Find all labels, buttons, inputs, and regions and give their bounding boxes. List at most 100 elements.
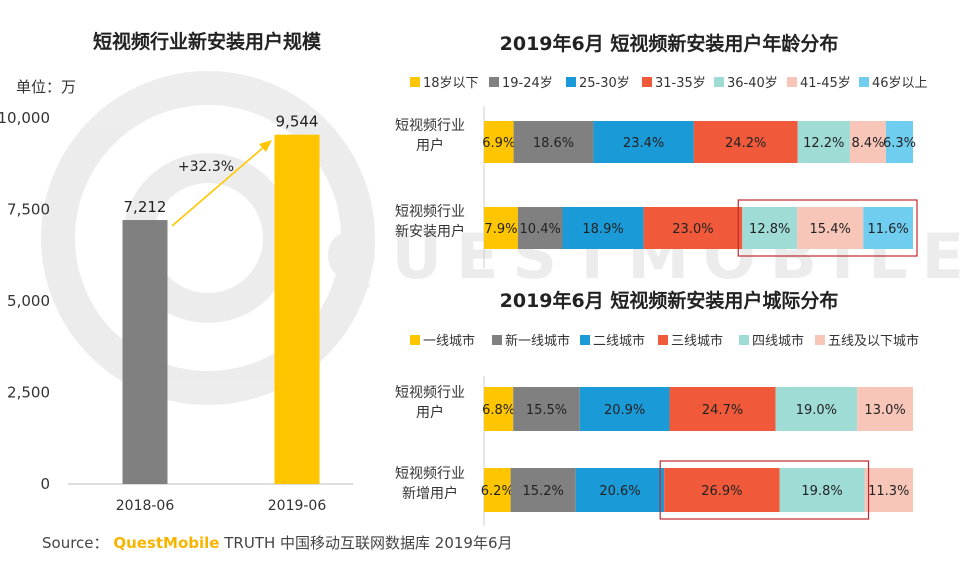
legend-label: 新一线城市 [505, 333, 570, 349]
legend-label: 五线及以下城市 [828, 333, 919, 349]
segment-label: 15.5% [526, 403, 567, 418]
bar-segment [575, 468, 665, 512]
segment-label: 18.9% [582, 222, 623, 237]
bar-segment [562, 207, 644, 249]
y-tick-label: 10,000 [0, 109, 50, 127]
legend-swatch [658, 335, 668, 345]
bar-segment [484, 468, 511, 512]
segment-label: 24.7% [702, 403, 743, 418]
row-label: 短视频行业 [395, 466, 465, 482]
bar-segment [517, 207, 563, 249]
bar-segment [797, 121, 850, 163]
bar-segment [849, 121, 886, 163]
legend-label: 31-35岁 [655, 76, 706, 91]
segment-label: 11.3% [868, 484, 909, 499]
row-label: 用户 [416, 137, 444, 154]
legend-label: 25-30岁 [579, 76, 630, 91]
bar-segment [797, 207, 864, 249]
bar-segment [857, 387, 913, 431]
city-legend: 一线城市 新一线城市 二线城市 三线城市 四线城市 五线及以下城市 [410, 333, 919, 349]
row-label: 短视频行业 [395, 118, 465, 134]
bar-segment [510, 468, 576, 512]
bar-segment [885, 121, 913, 163]
city-distribution-chart: 2019年6月 短视频新安装用户城际分布 一线城市 新一线城市 二线城市 三线城市 四线… [395, 289, 919, 526]
segment-label: 19.0% [796, 403, 837, 418]
bars: 7,212 2018-06 9,544 2019-06 [116, 113, 327, 514]
legend-label: 三线城市 [671, 333, 723, 349]
bar-segment [579, 387, 670, 431]
bar-segment [643, 207, 743, 249]
source-note: Source： QuestMobile TRUTH 中国移动互联网数据库 201… [42, 532, 513, 553]
legend-label: 19-24岁 [502, 76, 553, 91]
y-axis-ticks: 0 2,500 5,000 7,500 10,000 [0, 109, 50, 493]
legend-swatch [410, 335, 420, 345]
segment-label: 7.9% [484, 222, 517, 237]
row-label: 短视频行业 [395, 385, 465, 401]
segment-label: 12.8% [749, 222, 790, 237]
bar-segment [513, 121, 594, 163]
segment-label: 20.6% [599, 484, 640, 499]
bar-segment [742, 207, 798, 249]
segment-label: 11.6% [867, 222, 908, 237]
bar [122, 220, 168, 484]
bar-segment [863, 207, 913, 249]
source-text: TRUTH 中国移动互联网数据库 2019年6月 [224, 534, 513, 552]
legend-swatch [566, 77, 576, 87]
source-brand: QuestMobile [113, 534, 220, 552]
bar-segment [484, 207, 518, 249]
row-label: 新增用户 [402, 485, 458, 502]
segment-label: 23.0% [672, 222, 713, 237]
y-tick-label: 5,000 [7, 292, 50, 310]
unit-label: 单位：万 [16, 78, 76, 96]
segment-label: 6.2% [481, 484, 514, 499]
bar-segment [693, 121, 798, 163]
legend-swatch [580, 335, 590, 345]
segment-label: 23.4% [623, 136, 664, 151]
segment-label: 15.4% [810, 222, 851, 237]
bar-segment [775, 387, 858, 431]
legend-swatch [739, 335, 749, 345]
bar-segment [669, 387, 776, 431]
row-label: 新安装用户 [395, 223, 465, 240]
row-label: 用户 [416, 404, 444, 421]
growth-label: +32.3% [178, 159, 234, 175]
segment-label: 24.2% [725, 136, 766, 151]
left-bar-chart: 短视频行业新安装用户规模 单位：万 0 2,500 5,000 7,500 10,000… [0, 30, 353, 514]
row-label: 短视频行业 [395, 204, 465, 220]
bar-value-label: 9,544 [276, 113, 319, 131]
bar-segment [664, 468, 780, 512]
segment-label: 8.4% [851, 136, 884, 151]
highlight-box [737, 199, 918, 257]
segment-label: 10.4% [520, 222, 561, 237]
age-distribution-chart: 2019年6月 短视频新安装用户年龄分布 18岁以下 19-24岁 25-30岁 31… [395, 32, 928, 268]
legend-swatch [859, 77, 869, 87]
watermark-circle-icon [41, 71, 375, 405]
legend-label: 四线城市 [752, 333, 804, 349]
segment-label: 20.9% [604, 403, 645, 418]
bar-segment [864, 468, 913, 512]
legend-label: 一线城市 [423, 333, 475, 349]
segment-label: 13.0% [864, 403, 905, 418]
segment-label: 6.9% [482, 136, 515, 151]
growth-arrow: +32.3% [171, 140, 272, 227]
bar-segment [779, 468, 865, 512]
segment-label: 18.6% [533, 136, 574, 151]
legend-swatch [642, 77, 652, 87]
left-chart-title: 短视频行业新安装用户规模 [93, 30, 322, 53]
legend-swatch [489, 77, 499, 87]
x-tick-label: 2018-06 [116, 498, 175, 514]
x-tick-label: 2019-06 [268, 498, 327, 514]
age-legend: 18岁以下 19-24岁 25-30岁 31-35岁 36-40岁 41-45岁 46岁以上 [410, 76, 928, 91]
legend-swatch [492, 335, 502, 345]
bar [274, 134, 320, 484]
segment-label: 15.2% [523, 484, 564, 499]
growth-arrowhead-icon [259, 140, 272, 152]
y-tick-label: 7,500 [7, 201, 50, 219]
segment-label: 6.3% [883, 136, 916, 151]
age-chart-title: 2019年6月 短视频新安装用户年龄分布 [500, 32, 839, 55]
y-tick-label: 0 [40, 475, 50, 493]
bar-segment [484, 387, 514, 431]
